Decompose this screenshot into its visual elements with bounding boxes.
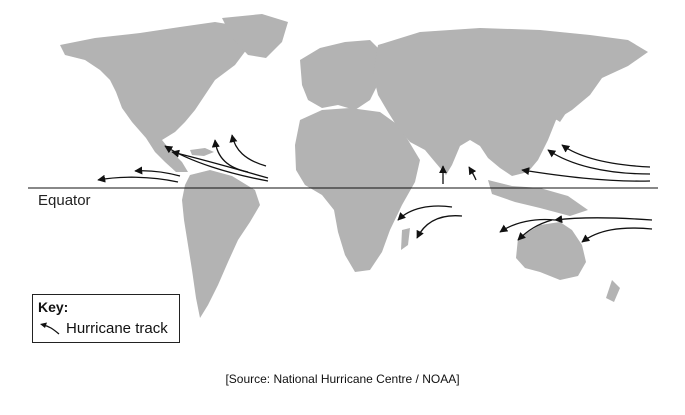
map-key: Key: Hurricane track (32, 294, 180, 343)
australia (516, 222, 586, 280)
arrow-left-icon (40, 322, 60, 335)
hurricane-track (171, 149, 269, 179)
hurricane-track (547, 149, 651, 175)
hurricane-track (517, 219, 553, 241)
hurricane-track (521, 167, 651, 182)
hurricane-track (468, 166, 477, 181)
hurricane-track (499, 218, 556, 233)
hurricane-track (561, 144, 651, 168)
hurricane-track (134, 166, 181, 177)
source-caption: [Source: National Hurricane Centre / NOA… (225, 372, 460, 386)
hurricane-track (211, 139, 249, 173)
hurricane-track (554, 215, 653, 224)
madagascar (401, 228, 410, 250)
europe (300, 40, 385, 110)
caribbean-islands (190, 148, 214, 156)
hurricane-track (229, 134, 267, 167)
hurricane-track (416, 215, 463, 239)
greenland (222, 14, 288, 58)
south-america (182, 170, 260, 318)
hurricane-track (97, 174, 179, 183)
africa (295, 108, 420, 272)
equator-label: Equator (38, 192, 91, 209)
hurricane-track (581, 227, 653, 243)
japan (554, 85, 572, 122)
key-item-label: Hurricane track (66, 320, 168, 337)
north-america (60, 22, 250, 172)
southeast-asia-islands (488, 180, 588, 216)
hurricane-track (397, 205, 453, 221)
asia (373, 28, 648, 176)
key-title: Key: (38, 299, 69, 315)
new-zealand (606, 280, 620, 302)
